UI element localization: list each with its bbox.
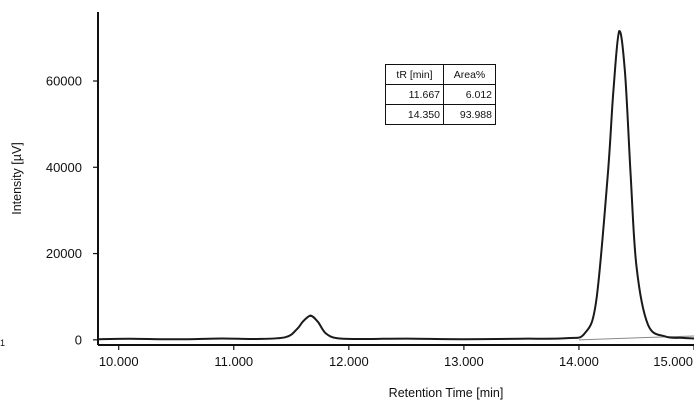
y-tick-label: 20000	[46, 246, 82, 261]
x-tick-label: 12.000	[329, 354, 369, 369]
peak-table-row: 11.667 6.012	[385, 84, 496, 105]
peak-table-row: 14.350 93.988	[385, 104, 496, 125]
edge-mark-text: 1	[0, 338, 6, 348]
peak-retention-time: 11.667	[385, 84, 444, 105]
x-axis-ticks: 10.000 11.000 12.000 13.000 14.000 15.000	[99, 345, 694, 369]
x-tick-label: 14.000	[559, 354, 599, 369]
chromatogram-trace	[97, 30, 694, 341]
peak-table-header-area: Area%	[443, 64, 496, 85]
peak-table-header-row: tR [min] Area%	[385, 64, 496, 85]
x-tick-label: 11.000	[214, 354, 253, 369]
x-axis-title: Retention Time [min]	[389, 386, 504, 400]
baseline-line	[578, 335, 694, 341]
chart-axes	[97, 12, 694, 346]
y-tick-label: 60000	[46, 74, 82, 89]
peak-results-table: tR [min] Area% 11.667 6.012 14.350 93.98…	[385, 64, 496, 125]
peak-table-header-tr: tR [min]	[385, 64, 444, 85]
peak-area-percent: 6.012	[443, 84, 496, 105]
peak-markers	[309, 30, 621, 317]
peak-point	[309, 314, 312, 317]
peak-retention-time: 14.350	[385, 104, 444, 125]
y-axis-ticks: 0 20000 40000 60000	[46, 74, 98, 347]
y-tick-label: 0	[75, 332, 82, 347]
peak-area-percent: 93.988	[443, 104, 496, 125]
y-tick-label: 40000	[46, 160, 82, 175]
peak-point	[618, 30, 621, 33]
x-tick-label: 13.000	[444, 354, 484, 369]
x-tick-label: 10.000	[99, 354, 139, 369]
x-tick-label: 15.000	[653, 354, 693, 369]
y-axis-title: Intensity [µV]	[10, 142, 24, 215]
